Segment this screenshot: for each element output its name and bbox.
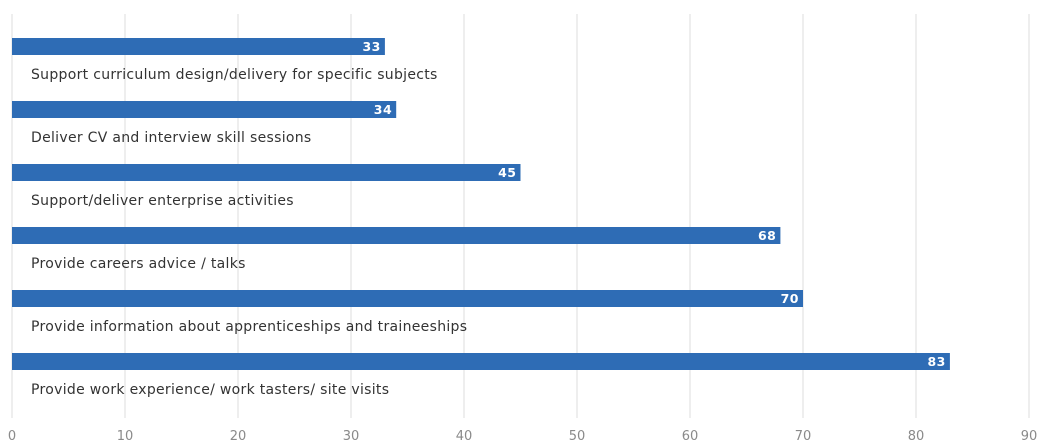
x-tick-label-20: 20 — [230, 429, 247, 443]
bar-series: 33 Support curriculum design/delivery for… — [12, 38, 950, 398]
data-label-4: 70 — [781, 291, 799, 306]
data-label-0: 33 — [362, 39, 380, 54]
data-label-2: 45 — [498, 165, 516, 180]
category-label-1: Deliver CV and interview skill sessions — [31, 130, 312, 146]
category-label-4: Provide information about apprenticeship… — [31, 319, 467, 335]
category-label-3: Provide careers advice / talks — [31, 256, 246, 272]
x-tick-label-80: 80 — [908, 429, 925, 443]
x-tick-label-30: 30 — [343, 429, 360, 443]
x-tick-label-70: 70 — [795, 429, 812, 443]
bar-0 — [12, 38, 385, 55]
bar-group-3: 68 Provide careers advice / talks — [12, 227, 781, 272]
x-tick-label-60: 60 — [682, 429, 699, 443]
x-tick-label-90: 90 — [1021, 429, 1038, 443]
x-axis-tick-labels: 0 10 20 30 40 50 60 70 80 90 — [8, 429, 1037, 443]
category-label-5: Provide work experience/ work tasters/ s… — [31, 382, 389, 398]
bar-group-0: 33 Support curriculum design/delivery for… — [12, 38, 438, 83]
bar-1 — [12, 101, 397, 118]
bar-5 — [12, 353, 950, 370]
x-tick-label-10: 10 — [117, 429, 134, 443]
bar-group-1: 34 Deliver CV and interview skill session… — [12, 101, 397, 146]
category-label-0: Support curriculum design/delivery for s… — [31, 67, 438, 83]
bar-group-5: 83 Provide work experience/ work tasters/… — [12, 353, 950, 398]
data-label-1: 34 — [374, 102, 392, 117]
data-label-3: 68 — [758, 228, 776, 243]
category-label-2: Support/deliver enterprise activities — [31, 193, 294, 209]
bar-2 — [12, 164, 521, 181]
data-label-5: 83 — [927, 354, 945, 369]
x-tick-label-40: 40 — [456, 429, 473, 443]
x-tick-label-50: 50 — [569, 429, 586, 443]
bar-group-4: 70 Provide information about apprenticesh… — [12, 290, 803, 335]
bar-group-2: 45 Support/deliver enterprise activities — [12, 164, 521, 209]
bar-4 — [12, 290, 803, 307]
gridlines — [11, 14, 1030, 418]
bar-3 — [12, 227, 781, 244]
x-tick-label-0: 0 — [8, 429, 16, 443]
